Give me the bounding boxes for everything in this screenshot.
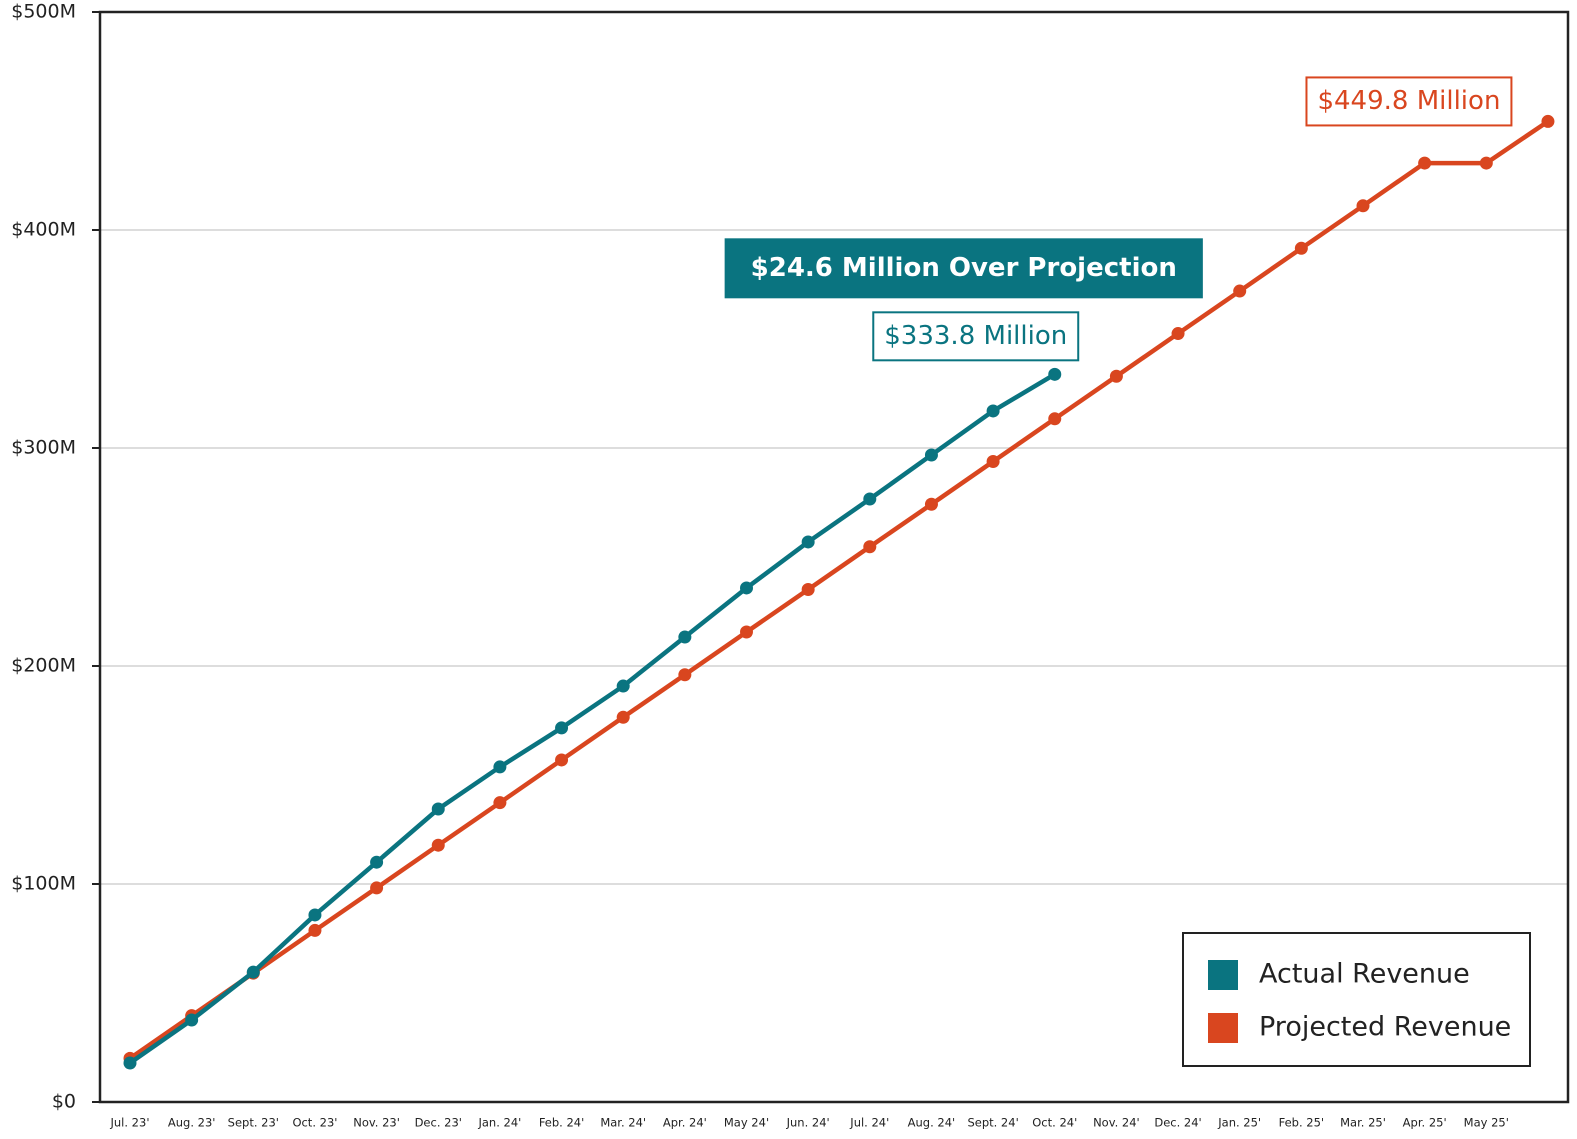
data-point [1479,156,1493,170]
data-point [801,535,815,549]
x-tick-label: Dec. 24' [1154,1116,1201,1130]
x-tick-label: Oct. 24' [1032,1116,1077,1130]
data-point [924,497,938,511]
legend-swatch [1208,960,1238,990]
annotation-box [872,311,1080,362]
data-point [616,679,630,693]
x-tick-label: Mar. 25' [1340,1116,1386,1130]
x-tick-label: Jul. 23' [110,1116,150,1130]
data-point [1233,284,1247,298]
x-tick-label: May 25' [1464,1116,1509,1130]
x-tick-label: Jun. 24' [786,1116,830,1130]
data-point [1048,367,1062,381]
y-tick-label: $300M [11,437,76,459]
x-tick-label: May 24' [724,1116,769,1130]
data-point [1171,327,1185,341]
y-tick-label: $400M [11,219,76,241]
x-tick-label: Oct. 23' [292,1116,337,1130]
y-tick-label: $500M [11,1,76,23]
series-line [128,372,1056,1065]
data-point [863,540,877,554]
y-tick-label: $0 [52,1091,76,1113]
plot-frame [98,10,1570,1104]
annotation-box [1305,76,1513,127]
legend-swatch [1208,1013,1238,1043]
y-tick-label: $100M [11,873,76,895]
data-point [308,908,322,922]
data-point [123,1056,137,1070]
data-point [924,448,938,462]
data-point [246,965,260,979]
annotation-box [724,238,1203,299]
data-point [370,881,384,895]
legend-label: Actual Revenue [1259,959,1470,990]
x-tick-label: Apr. 24' [663,1116,707,1130]
x-tick-label: Jan. 25' [1217,1116,1261,1130]
data-point [801,582,815,596]
data-point [370,855,384,869]
y-tick-label: $200M [11,655,76,677]
x-tick-label: Feb. 25' [1279,1116,1324,1130]
data-point [1048,412,1062,426]
annotation: $449.8 Million [1317,86,1500,116]
data-point [678,668,692,682]
x-tick-label: Jul. 24' [849,1116,889,1130]
x-tick-label: Feb. 24' [539,1116,584,1130]
x-tick-label: Sept. 23' [228,1116,279,1130]
x-tick-label: Dec. 23' [415,1116,462,1130]
data-point [678,630,692,644]
data-point [986,455,1000,469]
x-tick-label: Sept. 24' [967,1116,1018,1130]
x-tick-label: Apr. 25' [1403,1116,1447,1130]
data-point [431,838,445,852]
data-point [493,760,507,774]
data-point [493,796,507,810]
data-point [986,404,1000,418]
data-point [555,753,569,767]
annotation: $333.8 Million [884,321,1067,351]
data-point [1418,156,1432,170]
x-tick-label: Jan. 24' [477,1116,521,1130]
data-point [740,625,753,639]
data-point [308,923,322,937]
annotation: $24.6 Million Over Projection [751,253,1177,283]
data-point [1294,241,1308,255]
legend-label: Projected Revenue [1259,1012,1511,1043]
data-point [740,581,753,595]
data-point [616,710,630,724]
x-tick-label: Nov. 24' [1093,1116,1140,1130]
data-point [185,1013,199,1027]
data-point [1541,114,1555,128]
data-point [555,721,569,735]
legend-box [1182,932,1531,1067]
x-tick-label: Nov. 23' [353,1116,400,1130]
data-point [1356,199,1370,213]
series-line [128,119,1550,1061]
data-point [863,492,877,506]
x-tick-label: Aug. 24' [908,1116,956,1130]
data-point [1109,369,1123,383]
data-point [431,802,445,816]
x-tick-label: Aug. 23' [168,1116,216,1130]
x-tick-label: Mar. 24' [600,1116,646,1130]
